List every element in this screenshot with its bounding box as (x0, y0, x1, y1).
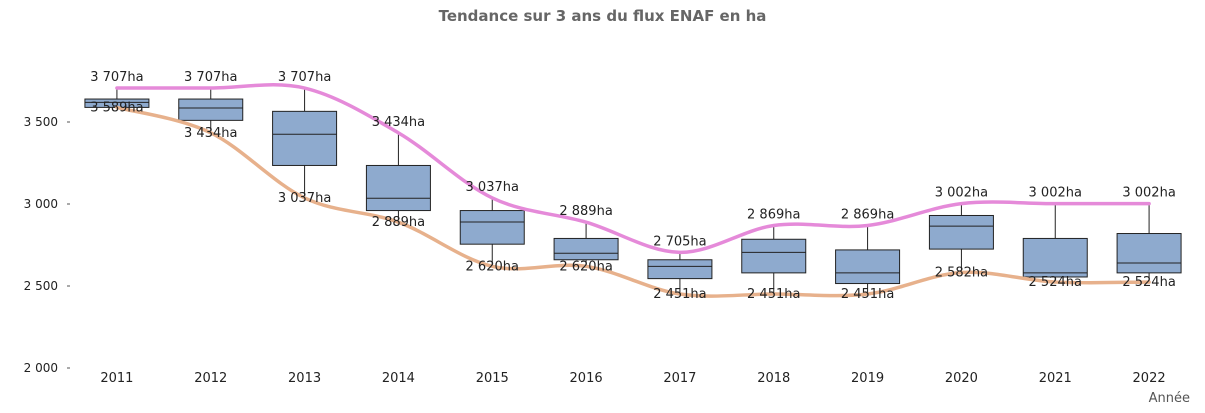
boxes-layer (84, 88, 1182, 295)
box-2017 (647, 252, 713, 295)
box-rect (272, 110, 338, 166)
max-data-label: 3 707ha (278, 70, 331, 85)
max-data-label: 3 002ha (1029, 186, 1082, 201)
box-rect (741, 238, 807, 274)
box-2016 (553, 222, 619, 267)
box-rect (365, 164, 431, 212)
trend-line-max (115, 83, 1151, 255)
x-tick-label: 2016 (570, 371, 603, 386)
box-rect (1116, 233, 1182, 274)
y-tick-label: 2 500 (24, 279, 58, 293)
x-tick-label: 2014 (382, 371, 415, 386)
min-data-label: 2 524ha (1122, 275, 1175, 290)
box-2019 (835, 225, 901, 295)
min-data-label: 2 451ha (747, 287, 800, 302)
x-axis-title: Année (1149, 391, 1190, 406)
box-rect (647, 259, 713, 280)
x-tick-label: 2012 (194, 371, 227, 386)
min-data-label: 3 037ha (278, 191, 331, 206)
min-data-label: 3 434ha (184, 126, 237, 141)
x-tick-label: 2018 (757, 371, 790, 386)
y-axis: 2 000 2 500 3 000 3 500 (24, 115, 70, 375)
trend-lines-layer (115, 83, 1151, 298)
min-data-label: 2 451ha (841, 287, 894, 302)
min-data-label: 3 589ha (90, 100, 143, 115)
box-2018 (741, 225, 807, 295)
max-data-label: 3 707ha (90, 70, 143, 85)
y-tick-label: 3 000 (24, 197, 58, 211)
y-tick-label: 3 500 (24, 115, 58, 129)
x-tick-label: 2011 (100, 371, 133, 386)
chart-title: Tendance sur 3 ans du flux ENAF en ha (438, 7, 767, 25)
data-labels-layer: 3 707ha 3 707ha 3 707ha 3 434ha 3 037ha 2 889… (90, 70, 1176, 302)
x-tick-label: 2020 (945, 371, 978, 386)
min-data-label: 2 451ha (653, 287, 706, 302)
box-rect (928, 214, 994, 250)
min-data-label: 2 620ha (559, 259, 612, 274)
min-data-label: 2 889ha (372, 215, 425, 230)
box-rect (835, 249, 901, 285)
max-data-label: 3 707ha (184, 70, 237, 85)
x-tick-label: 2013 (288, 371, 321, 386)
box-rect (459, 210, 525, 245)
max-data-label: 3 002ha (1122, 186, 1175, 201)
max-data-label: 2 869ha (841, 207, 894, 222)
trend-line-min (115, 105, 1151, 298)
max-data-label: 3 037ha (466, 180, 519, 195)
max-data-label: 3 434ha (372, 115, 425, 130)
box-2021 (1022, 203, 1088, 283)
box-rect (178, 98, 244, 121)
max-data-label: 2 869ha (747, 207, 800, 222)
min-data-label: 2 524ha (1029, 275, 1082, 290)
box-rect (553, 237, 619, 261)
x-tick-label: 2015 (476, 371, 509, 386)
max-data-label: 2 705ha (653, 234, 706, 249)
box-2012 (178, 88, 244, 133)
box-2013 (272, 88, 338, 198)
x-tick-label: 2017 (663, 371, 696, 386)
x-tick-label: 2021 (1039, 371, 1072, 386)
y-tick-label: 2 000 (24, 361, 58, 375)
box-2022 (1116, 203, 1182, 283)
box-2015 (459, 197, 525, 267)
box-2020 (928, 203, 994, 273)
min-data-label: 2 582ha (935, 266, 988, 281)
box-2014 (365, 132, 431, 223)
max-data-label: 3 002ha (935, 186, 988, 201)
x-axis: 2011 2012 2013 2014 2015 2016 2017 2018 2019 2020… (100, 371, 1165, 386)
box-rect (1022, 237, 1088, 278)
x-tick-label: 2019 (851, 371, 884, 386)
min-data-label: 2 620ha (466, 259, 519, 274)
x-tick-label: 2022 (1133, 371, 1166, 386)
max-data-label: 2 889ha (559, 204, 612, 219)
